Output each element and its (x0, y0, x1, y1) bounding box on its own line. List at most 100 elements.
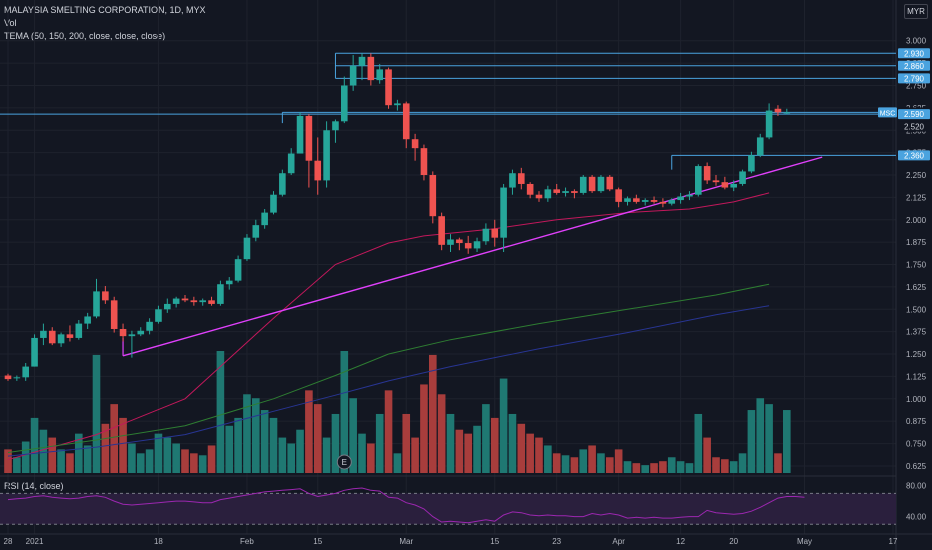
candle-body (420, 148, 428, 176)
volume-bar (685, 463, 694, 473)
volume-bar (535, 437, 543, 473)
price-tick-label: 0.625 (906, 462, 927, 471)
candle (783, 108, 791, 115)
volume-bar (446, 413, 455, 473)
price-label-bg (898, 48, 930, 59)
volume-bar (13, 457, 21, 473)
price-tick-label: 2.750 (906, 82, 927, 91)
volume-bar (340, 351, 349, 473)
candle-body (155, 309, 162, 322)
volume-bar (552, 453, 561, 473)
candle (164, 298, 171, 313)
volume-bar (322, 437, 331, 473)
volume-bar (712, 457, 720, 473)
currency-badge[interactable]: MYR (904, 4, 928, 19)
price-tick-label: 0.875 (906, 417, 927, 426)
candle-body (40, 330, 47, 338)
candle (234, 255, 242, 283)
candle (695, 164, 702, 197)
volume-bar (579, 449, 588, 473)
candle (358, 53, 366, 81)
candle-body (305, 115, 313, 161)
candle (252, 219, 260, 242)
price-tick-label: 1.875 (906, 238, 927, 247)
volume-bar (367, 443, 375, 473)
candle-body (526, 183, 534, 195)
candle (57, 332, 65, 347)
candle (579, 175, 587, 195)
candle-body (287, 153, 295, 174)
price-label: 2.520 (904, 123, 925, 132)
candle (571, 189, 578, 199)
time-tick-label: 15 (313, 537, 322, 546)
candle-body (243, 237, 251, 260)
candle (270, 191, 277, 215)
time-tick-label: May (797, 537, 812, 546)
candle-body (641, 200, 649, 202)
candle-body (349, 65, 357, 86)
volume-bar (659, 461, 667, 473)
volume-bar (738, 453, 747, 473)
candle (562, 187, 569, 197)
candle-body (376, 69, 383, 81)
candle (279, 169, 286, 197)
candle (721, 176, 729, 190)
candle (712, 175, 720, 186)
candle-body (686, 194, 693, 197)
rsi-band (0, 493, 896, 525)
candle-body (172, 298, 180, 304)
candle (411, 133, 419, 161)
volume-bar (48, 437, 57, 473)
candle-body (668, 200, 676, 204)
candle (314, 137, 322, 195)
price-label-bg (898, 121, 930, 132)
candle-body (721, 182, 729, 188)
volume-bar (101, 423, 110, 473)
volume-bar (349, 398, 357, 473)
tema-legend[interactable]: TEMA (50, 150, 200, close, close, close) (4, 31, 166, 41)
candle (146, 318, 153, 335)
candle (500, 183, 507, 252)
candle-body (695, 166, 702, 195)
candle-body (659, 201, 667, 204)
volume-bar (650, 463, 658, 473)
candle (66, 325, 74, 342)
candle-body (633, 198, 640, 202)
chart-title[interactable]: MALAYSIA SMELTING CORPORATION, 1D, MYX (4, 5, 206, 15)
candle (102, 286, 109, 304)
candle-body (447, 239, 454, 245)
candles: E (4, 53, 791, 470)
volume-bar (756, 398, 765, 473)
rsi-legend[interactable]: RSI (14, close) (4, 481, 64, 491)
volume-bar (561, 455, 570, 473)
time-tick-label: Apr (612, 537, 625, 546)
axes: 3.0002.8752.7502.6252.5002.3752.2502.125… (4, 37, 930, 546)
candle-body (119, 328, 127, 337)
volume-bar (667, 457, 676, 473)
earnings-marker-label: E (342, 458, 347, 467)
volume-bar (269, 417, 278, 473)
volume-bar (358, 433, 366, 473)
candle (659, 198, 667, 208)
candle (332, 119, 339, 143)
volume-bar (128, 443, 136, 473)
volume-legend[interactable]: Vol (4, 18, 17, 28)
candle (217, 280, 224, 306)
tema50-line (7, 192, 770, 461)
volume-bar (774, 453, 782, 473)
volume-bar (482, 404, 490, 473)
volume-bar (473, 425, 481, 473)
candle (677, 192, 684, 204)
candle-body (341, 85, 348, 122)
candle (686, 191, 693, 201)
candle (438, 212, 445, 251)
candle-body (500, 187, 507, 238)
volume-bar (606, 457, 614, 473)
candle-body (518, 173, 525, 184)
candle-body (234, 259, 242, 281)
candle (40, 323, 47, 346)
volume-bar (765, 404, 773, 473)
candle-body (270, 194, 277, 213)
volume-bar (526, 433, 534, 473)
